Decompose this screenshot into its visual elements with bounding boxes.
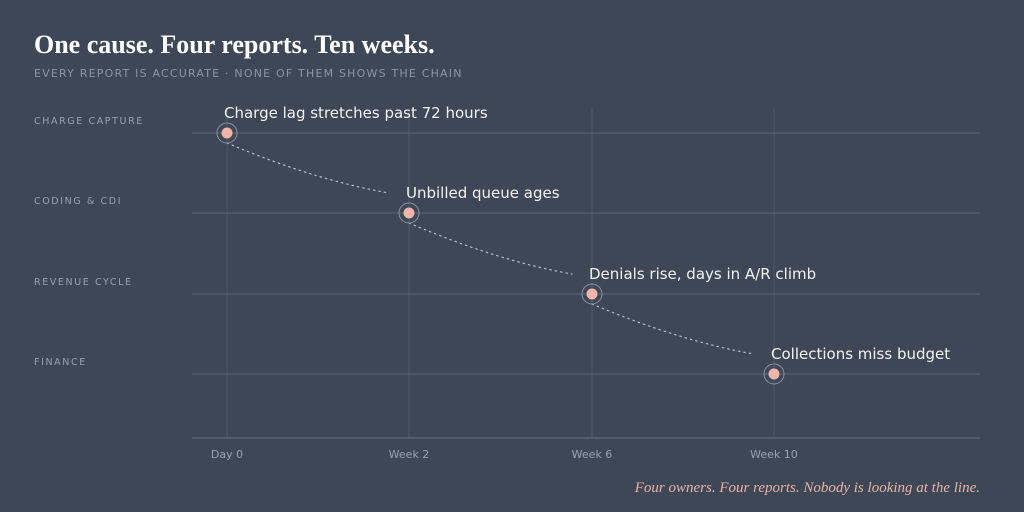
- point-halo: [216, 122, 238, 144]
- data-point: [403, 207, 415, 219]
- data-point: [768, 368, 780, 380]
- point-halo: [763, 363, 785, 385]
- x-tick-label: Week 10: [750, 448, 798, 461]
- lane-labels: CHARGE CAPTURE CODING & CDI REVENUE CYCLE F…: [34, 116, 144, 368]
- lane-label: CHARGE CAPTURE: [34, 116, 144, 127]
- point-label: Collections miss budget: [771, 345, 950, 363]
- point-layer: Charge lag stretches past 72 hours Unbill…: [216, 104, 950, 385]
- data-point: [221, 127, 233, 139]
- lane-label: CODING & CDI: [34, 196, 122, 207]
- lane-label: FINANCE: [34, 357, 87, 368]
- x-tick-label: Week 2: [389, 448, 430, 461]
- connector-line: [226, 142, 390, 194]
- point-label: Unbilled queue ages: [406, 184, 560, 202]
- x-tick-label: Week 6: [572, 448, 613, 461]
- chart-title: One cause. Four reports. Ten weeks.: [34, 30, 435, 59]
- grid-layer: [192, 108, 980, 439]
- x-axis-ticks: Day 0 Week 2 Week 6 Week 10: [211, 448, 798, 461]
- footnote: Four owners. Four reports. Nobody is loo…: [634, 480, 980, 496]
- chart-subtitle: EVERY REPORT IS ACCURATE · NONE OF THEM …: [34, 67, 463, 80]
- point-label: Charge lag stretches past 72 hours: [224, 104, 488, 122]
- connector-line: [408, 222, 573, 275]
- connector-line: [591, 303, 755, 355]
- point-label: Denials rise, days in A/R climb: [589, 265, 816, 283]
- x-tick-label: Day 0: [211, 448, 243, 461]
- point-halo: [581, 283, 603, 305]
- data-point: [586, 288, 598, 300]
- lane-label: REVENUE CYCLE: [34, 277, 133, 288]
- connector-layer: [226, 142, 755, 355]
- point-halo: [398, 202, 420, 224]
